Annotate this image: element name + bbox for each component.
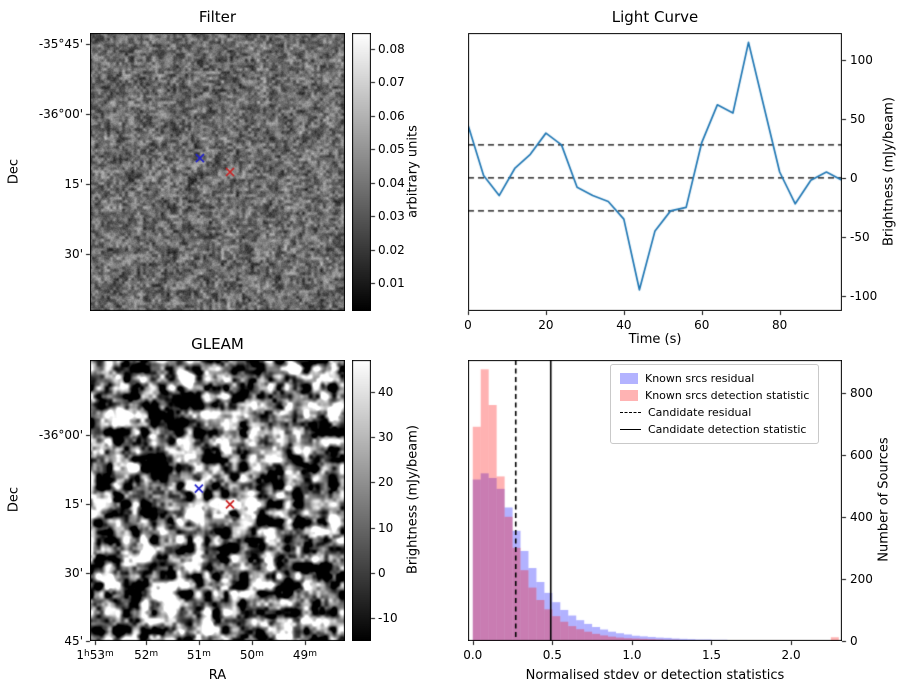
filter-dec-tick-label: 15' <box>64 176 83 191</box>
histogram-x-tick-label: 2.0 <box>781 648 801 662</box>
legend-item-label: Known srcs detection statistic <box>645 389 810 402</box>
histogram-x-tick-label: 0.5 <box>542 648 562 662</box>
filter-colorbar-tick-label: 0.07 <box>378 75 405 90</box>
histogram-y-tick-label: 200 <box>850 571 873 586</box>
histogram-x-tick-label: 0.0 <box>463 648 483 662</box>
histogram-legend: Known srcs residual Known srcs detection … <box>610 364 820 444</box>
gleam-x-axis-label: RA <box>208 668 227 683</box>
gleam-title: GLEAM <box>191 335 244 353</box>
filter-colorbar-tick-label: 0.06 <box>378 108 405 123</box>
histogram-y-axis-label: Number of Sources <box>876 437 892 562</box>
legend-item: Candidate detection statistic <box>620 421 809 438</box>
histogram-x-axis-label: Normalised stdev or detection statistics <box>525 668 785 683</box>
filter-dec-axis-label: Dec <box>6 158 22 185</box>
gleam-colorbar-tick-label: 30 <box>378 429 394 444</box>
legend-item: Known srcs residual <box>620 370 809 387</box>
lightcurve-y-tick-label: 50 <box>850 111 866 126</box>
histogram-y-tick-label: 800 <box>850 385 873 400</box>
lightcurve-y-tick-label: 0 <box>850 170 858 185</box>
gleam-ra-tick-label: 52m <box>134 648 159 662</box>
lightcurve-y-tick-label: -50 <box>850 229 870 244</box>
lightcurve-x-axis-label: Time (s) <box>628 332 682 347</box>
gleam-colorbar-tick-label: -10 <box>378 611 398 626</box>
legend-item-label: Candidate detection statistic <box>648 423 807 436</box>
filter-dec-tick-label: -35°45' <box>38 37 83 52</box>
filter-dec-tick-label: 30' <box>64 246 83 261</box>
lightcurve-x-tick-label: 20 <box>538 318 554 332</box>
gleam-dec-tick-label: 15' <box>64 496 83 511</box>
filter-image <box>90 33 345 311</box>
filter-colorbar-tick-label: 0.08 <box>378 42 405 57</box>
legend-item: Candidate residual <box>620 404 809 421</box>
gleam-ra-tick-label: 50m <box>239 648 264 662</box>
gleam-dec-tick-label: 45' <box>64 634 83 648</box>
histogram-y-tick-label: 0 <box>850 634 858 648</box>
gleam-colorbar-tick-label: 20 <box>378 475 394 490</box>
histogram-x-tick-label: 1.5 <box>701 648 722 662</box>
lightcurve-x-tick-label: 80 <box>772 318 788 332</box>
lightcurve-x-tick-label: 60 <box>694 318 710 332</box>
lightcurve-plot <box>468 33 842 311</box>
legend-swatch-patch <box>620 373 638 384</box>
filter-colorbar-tick-label: 0.04 <box>378 175 405 190</box>
lightcurve-y-tick-label: -100 <box>850 288 878 303</box>
gleam-dec-tick-label: 30' <box>64 565 83 580</box>
legend-swatch-line <box>620 412 641 413</box>
gleam-dec-tick-label: -36°00' <box>38 428 83 443</box>
filter-colorbar <box>352 33 371 311</box>
gleam-colorbar-tick-label: 10 <box>378 520 394 535</box>
lightcurve-title: Light Curve <box>611 8 699 26</box>
histogram-y-tick-label: 600 <box>850 447 873 462</box>
filter-dec-tick-label: -36°00' <box>38 106 83 121</box>
histogram-x-tick-label: 1.0 <box>622 648 642 662</box>
filter-colorbar-tick-label: 0.02 <box>378 242 405 257</box>
filter-colorbar-tick-label: 0.03 <box>378 209 405 224</box>
histogram-y-tick-label: 400 <box>850 509 873 524</box>
legend-swatch-patch <box>620 390 638 401</box>
gleam-colorbar-tick-label: 0 <box>378 565 386 580</box>
gleam-ra-tick-label: 49m <box>292 648 317 662</box>
gleam-image <box>90 360 345 641</box>
filter-title: Filter <box>198 8 237 26</box>
filter-colorbar-tick-label: 0.05 <box>378 142 405 157</box>
gleam-ra-tick-label: 51m <box>186 648 211 662</box>
gleam-ra-tick-label: 1h53m <box>76 648 114 662</box>
legend-item-label: Candidate residual <box>648 406 752 419</box>
gleam-colorbar <box>352 360 371 641</box>
legend-swatch-line <box>620 429 641 430</box>
lightcurve-x-tick-label: 40 <box>616 318 632 332</box>
legend-item: Known srcs detection statistic <box>620 387 809 404</box>
legend-item-label: Known srcs residual <box>645 372 755 385</box>
filter-colorbar-tick-label: 0.01 <box>378 275 405 290</box>
gleam-colorbar-tick-label: 40 <box>378 384 394 399</box>
lightcurve-x-tick-label: 0 <box>464 318 472 332</box>
lightcurve-y-tick-label: 100 <box>850 53 873 68</box>
